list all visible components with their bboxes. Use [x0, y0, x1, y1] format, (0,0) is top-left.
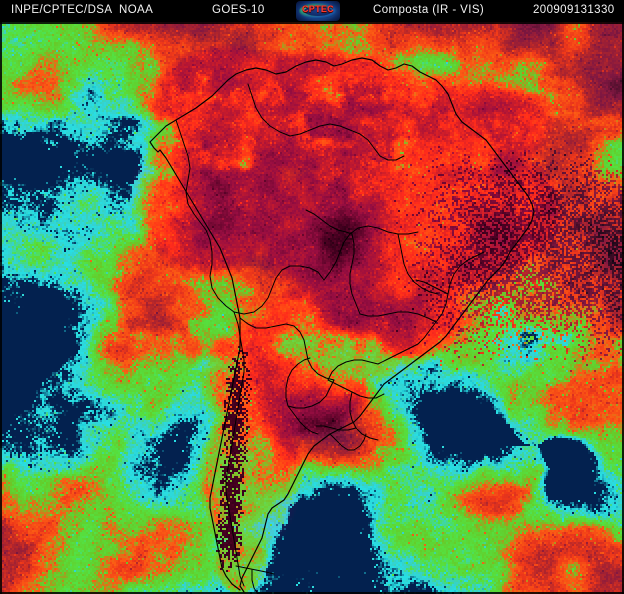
product-label: Composta (IR - VIS)	[373, 4, 485, 16]
cptec-logo-oval	[299, 3, 337, 19]
timestamp-label: 200909131330	[533, 4, 615, 16]
satellite-raster	[0, 22, 624, 594]
header-bar: INPE/CPTEC/DSA NOAA GOES-10 CPTEC Compos…	[0, 0, 624, 22]
satellite-name-label: GOES-10	[212, 4, 265, 16]
cptec-logo: CPTEC	[296, 1, 340, 21]
cptec-logo-text: CPTEC	[301, 4, 334, 14]
satellite-image-region	[0, 22, 624, 594]
satellite-owner-label: NOAA	[119, 4, 154, 16]
agency-label: INPE/CPTEC/DSA	[11, 4, 113, 16]
